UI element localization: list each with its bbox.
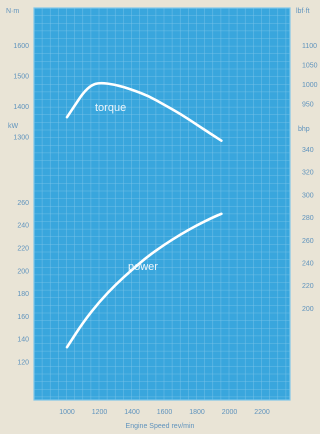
right-bottom-tick-label: 300	[302, 192, 314, 199]
power-tick-label: 160	[17, 314, 29, 321]
x-axis-label: Engine Speed rev/min	[126, 423, 195, 430]
grid-lines	[33, 7, 291, 401]
right-bottom-tick-label: 320	[302, 170, 314, 177]
power-tick-label: 200	[17, 268, 29, 275]
right-bottom-tick-label: 220	[302, 283, 314, 290]
x-tick-label: 2000	[222, 409, 238, 416]
torque-unit-label: N·m	[6, 8, 19, 15]
x-tick-label: 1000	[59, 409, 75, 416]
x-tick-label: 1200	[92, 409, 108, 416]
right-top-tick-label: 1000	[302, 82, 318, 89]
right-mid-unit-label: bhp	[298, 126, 310, 133]
x-tick-label: 1400	[124, 409, 140, 416]
power-tick-label: 140	[17, 337, 29, 344]
torque-tick-label: 1300	[13, 135, 29, 142]
power-tick-label: 180	[17, 291, 29, 298]
x-tick-label: 1800	[189, 409, 205, 416]
torque-curve-label: torque	[95, 102, 126, 114]
right-top-tick-label: 1100	[302, 43, 317, 50]
torque-tick-label: 1600	[13, 43, 29, 50]
power-tick-label: 220	[17, 246, 29, 253]
plot-border	[33, 7, 291, 401]
plot-area	[34, 8, 290, 400]
right-bottom-tick-label: 280	[302, 215, 314, 222]
torque-tick-label: 1500	[13, 74, 29, 81]
torque-curve	[65, 81, 223, 142]
power-curve	[65, 212, 223, 349]
curves	[65, 81, 223, 349]
power-tick-label: 120	[17, 360, 29, 367]
right-bottom-tick-label: 200	[302, 306, 314, 313]
axis-ticks: 1000 1200 1400 1600 1800 2000 2200 1600 1500 1400…	[13, 43, 317, 416]
x-tick-label: 2200	[254, 409, 270, 416]
right-bottom-tick-label: 260	[302, 238, 314, 245]
power-curve-label: power	[128, 261, 158, 273]
power-unit-label: kW	[8, 123, 19, 130]
right-top-tick-label: 1050	[302, 63, 318, 70]
power-tick-label: 240	[17, 223, 29, 230]
power-tick-label: 260	[17, 200, 29, 207]
right-bottom-tick-label: 240	[302, 261, 314, 268]
right-top-unit-label: lbf·ft	[296, 8, 310, 15]
torque-tick-label: 1400	[13, 104, 29, 111]
right-top-tick-label: 950	[302, 102, 314, 109]
right-bottom-tick-label: 340	[302, 147, 314, 154]
x-tick-label: 1600	[157, 409, 173, 416]
